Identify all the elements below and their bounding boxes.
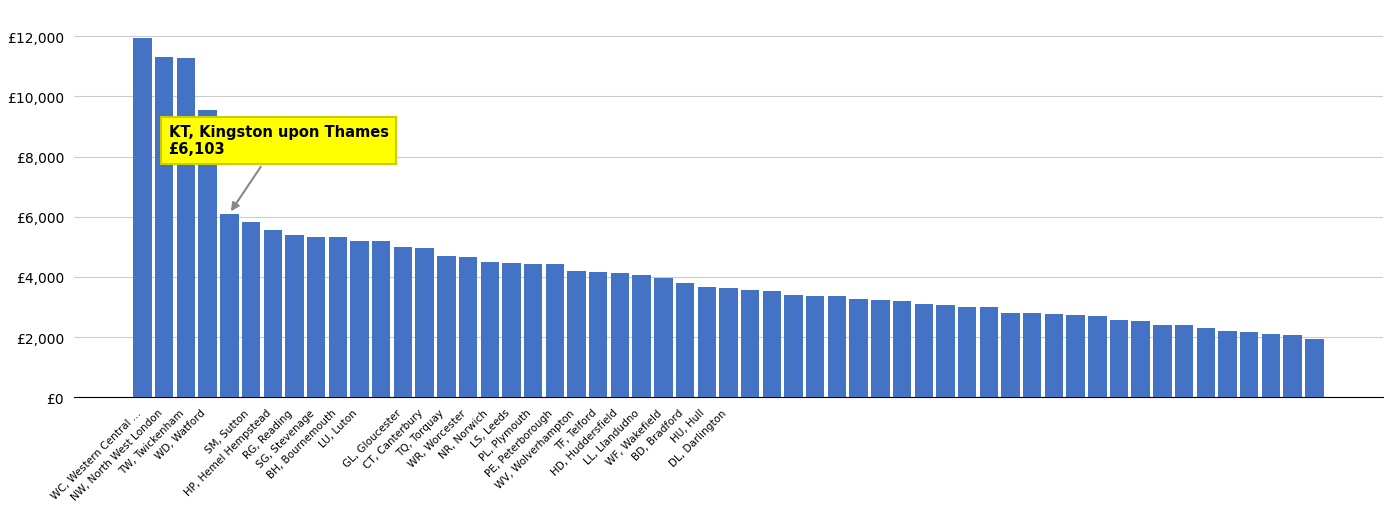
Bar [849, 299, 867, 398]
Bar [1218, 331, 1237, 398]
Bar [416, 249, 434, 398]
Bar [827, 296, 847, 398]
Bar [741, 290, 759, 398]
Bar [892, 302, 912, 398]
Bar [264, 231, 282, 398]
Bar [1088, 317, 1106, 398]
Bar [156, 58, 174, 398]
Bar [698, 288, 716, 398]
Bar [242, 222, 260, 398]
Bar [1154, 325, 1172, 398]
Bar [373, 241, 391, 398]
Bar [980, 308, 998, 398]
Bar [784, 295, 803, 398]
Bar [567, 271, 585, 398]
Bar [133, 39, 152, 398]
Bar [1023, 314, 1041, 398]
Bar [436, 257, 456, 398]
Bar [459, 258, 477, 398]
Bar [481, 262, 499, 398]
Bar [937, 306, 955, 398]
Bar [546, 265, 564, 398]
Bar [307, 237, 325, 398]
Bar [199, 110, 217, 398]
Text: KT, Kingston upon Thames
£6,103: KT, Kingston upon Thames £6,103 [168, 125, 389, 210]
Bar [393, 247, 413, 398]
Bar [1240, 332, 1258, 398]
Bar [1131, 322, 1150, 398]
Bar [763, 291, 781, 398]
Bar [806, 296, 824, 398]
Bar [872, 300, 890, 398]
Bar [719, 289, 738, 398]
Bar [1262, 334, 1280, 398]
Bar [350, 241, 368, 398]
Bar [1283, 336, 1302, 398]
Bar [632, 276, 651, 398]
Bar [610, 274, 630, 398]
Bar [502, 264, 521, 398]
Bar [915, 305, 933, 398]
Bar [1045, 315, 1063, 398]
Bar [676, 284, 694, 398]
Bar [655, 278, 673, 398]
Bar [1109, 320, 1129, 398]
Bar [524, 265, 542, 398]
Bar [1066, 316, 1084, 398]
Bar [220, 214, 239, 398]
Bar [285, 236, 303, 398]
Bar [177, 59, 195, 398]
Bar [1001, 313, 1020, 398]
Bar [1305, 339, 1323, 398]
Bar [1197, 328, 1215, 398]
Bar [1175, 326, 1194, 398]
Bar [958, 307, 976, 398]
Bar [589, 273, 607, 398]
Bar [328, 237, 348, 398]
